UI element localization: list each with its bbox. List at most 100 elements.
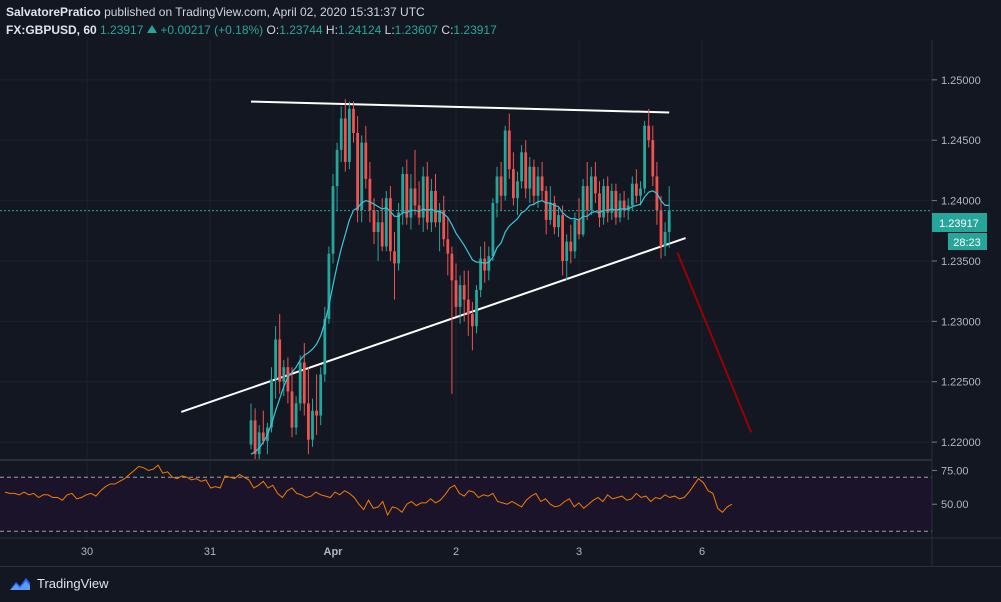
time-tick-label: 31 — [204, 546, 216, 558]
candle — [425, 161, 429, 230]
candle — [540, 161, 544, 201]
candle — [651, 125, 655, 187]
candle — [589, 166, 593, 216]
candle — [339, 106, 343, 162]
grid-lines — [0, 40, 932, 538]
candle — [594, 161, 597, 204]
close-value: 1.23917 — [453, 23, 497, 37]
candle — [475, 285, 478, 334]
candle — [331, 174, 335, 264]
time-tick-label: 30 — [81, 546, 93, 558]
candle — [557, 207, 560, 237]
price-tick-label: 1.24000 — [941, 196, 981, 208]
candles — [249, 99, 671, 459]
candle — [507, 113, 511, 179]
candle — [249, 403, 253, 450]
price-tick-label: 1.23000 — [941, 316, 981, 328]
resistance-trendline[interactable] — [250, 100, 670, 114]
candle — [565, 234, 569, 281]
candle — [548, 186, 552, 225]
candle — [516, 171, 519, 216]
candle — [466, 270, 470, 336]
candle — [577, 198, 581, 240]
candle — [585, 161, 589, 220]
candle — [298, 355, 302, 411]
candle — [311, 398, 314, 447]
symbol-label[interactable]: FX:GBPUSD, 60 — [6, 23, 97, 37]
tradingview-logo-icon — [10, 577, 30, 590]
low-value: 1.23607 — [394, 23, 439, 37]
candle — [319, 367, 323, 426]
pane-separator[interactable] — [0, 459, 932, 461]
projection-trendline[interactable] — [676, 252, 753, 433]
price-tick-label: 1.23500 — [941, 256, 981, 268]
candle — [294, 396, 298, 435]
candle — [286, 357, 290, 404]
countdown-badge-label: 28:23 — [953, 237, 981, 249]
candle — [380, 198, 384, 252]
candle — [643, 120, 646, 194]
candle — [561, 205, 564, 276]
low-label: L: — [384, 23, 395, 37]
footer: TradingView — [0, 566, 1001, 602]
candle — [360, 135, 364, 223]
author-name[interactable]: SalvatorePratico — [6, 5, 101, 19]
rsi-tick-label: 50.00 — [941, 499, 969, 511]
candle — [282, 359, 286, 397]
time-tick-label: 3 — [576, 546, 582, 558]
candle — [487, 246, 491, 281]
candle — [307, 367, 310, 455]
candle — [602, 178, 605, 225]
rsi-axis[interactable]: 75.00 50.00 — [932, 465, 969, 511]
candle — [499, 161, 503, 211]
candle — [544, 186, 548, 235]
candle — [512, 152, 515, 206]
last-price: 1.23917 — [100, 23, 144, 37]
candle — [524, 140, 528, 199]
candlestick-chart[interactable]: 1.25000 1.24500 1.24000 1.23500 1.23000 1.225… — [0, 40, 1001, 566]
candle — [647, 108, 651, 148]
candle — [532, 159, 536, 206]
rsi-line — [4, 464, 733, 517]
candle — [261, 410, 265, 445]
candle — [528, 157, 532, 204]
candle — [450, 246, 454, 394]
candle — [372, 198, 376, 245]
candle — [393, 231, 396, 300]
candle — [421, 166, 425, 232]
candle — [536, 166, 540, 208]
last-price-badge — [932, 213, 987, 232]
candle — [622, 190, 626, 218]
support-trendline[interactable] — [180, 237, 686, 413]
price-axis[interactable]: 1.25000 1.24500 1.24000 1.23500 1.23000 1.225… — [932, 75, 981, 449]
candle — [503, 125, 507, 201]
candle — [639, 181, 642, 206]
candle — [253, 408, 257, 459]
price-change: +0.00217 (+0.18%) — [160, 23, 264, 37]
price-tick-label: 1.22500 — [941, 377, 981, 389]
high-label: H: — [325, 23, 338, 37]
last-price-badge-label: 1.23917 — [939, 218, 979, 230]
open-value: 1.23744 — [279, 23, 323, 37]
candle — [356, 116, 359, 223]
candle — [343, 99, 347, 172]
candle — [446, 217, 450, 276]
time-axis[interactable]: 26273031Apr236 — [0, 546, 705, 558]
candle — [614, 183, 618, 225]
candle — [405, 159, 409, 225]
high-value: 1.24124 — [337, 23, 382, 37]
candle — [520, 145, 523, 189]
candle — [327, 246, 331, 324]
price-tick-label: 1.24500 — [941, 135, 981, 147]
trendlines[interactable] — [180, 100, 753, 433]
candle — [409, 174, 413, 230]
candle — [635, 169, 638, 204]
candle — [606, 176, 610, 223]
candle — [610, 183, 614, 220]
candle — [376, 210, 380, 261]
candle — [384, 190, 388, 252]
price-tick-label: 1.22000 — [941, 437, 981, 449]
tradingview-brand[interactable]: TradingView — [9, 576, 109, 591]
candle — [270, 367, 273, 433]
candle — [667, 186, 671, 248]
